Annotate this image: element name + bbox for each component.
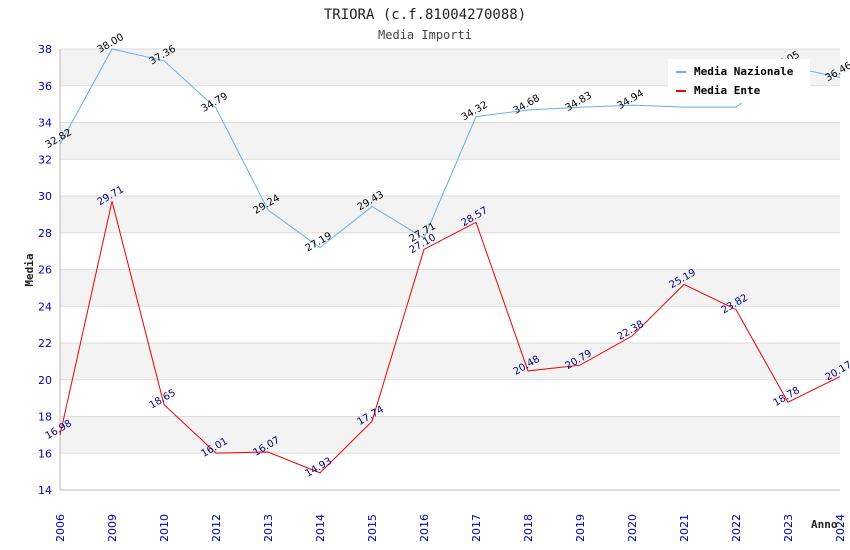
grid-band — [60, 269, 840, 307]
x-tick-label: 2023 — [782, 514, 795, 542]
legend: Media Nazionale Media Ente — [668, 59, 810, 103]
y-axis-label: Media — [23, 253, 36, 286]
chart-subtitle: Media Importi — [378, 28, 472, 42]
series-line-media-nazionale — [59, 48, 841, 249]
grid-band — [60, 379, 840, 417]
series-lines — [59, 48, 841, 474]
x-tick-label: 2018 — [522, 514, 535, 542]
y-tick-label: 34 — [38, 117, 52, 130]
x-tick-label: 2015 — [366, 514, 379, 542]
x-tick-label: 2006 — [54, 514, 67, 542]
x-tick-label: 2013 — [262, 514, 275, 542]
x-tick-label: 2021 — [678, 514, 691, 542]
y-tick-label: 28 — [38, 227, 52, 240]
x-tick-label: 2024 — [834, 514, 847, 542]
grid-band — [60, 196, 840, 233]
x-tick-label: 2020 — [626, 514, 639, 542]
x-tick-label: 2017 — [470, 514, 483, 542]
grid-band — [60, 122, 840, 160]
x-axis-ticks: 2006 2009 2010 2012 2013 2014 2015 2016 2017 2018… — [54, 514, 847, 542]
legend-label: Media Nazionale — [694, 65, 794, 78]
y-tick-label: 38 — [38, 43, 52, 56]
x-tick-label: 2014 — [314, 514, 327, 542]
y-tick-label: 26 — [38, 264, 52, 277]
series-line-media-ente — [59, 201, 841, 474]
y-tick-label: 20 — [38, 374, 52, 387]
x-tick-label: 2010 — [158, 514, 171, 542]
grid-band — [60, 416, 840, 454]
legend-box — [668, 59, 810, 103]
y-tick-label: 22 — [38, 337, 52, 350]
plot-background-bands — [59, 48, 840, 491]
grid-band — [60, 343, 840, 380]
grid-band — [60, 232, 840, 270]
grid-band — [60, 453, 840, 490]
chart-title: TRIORA (c.f.81004270088) — [324, 7, 526, 23]
y-axis-ticks: 14 16 18 20 22 24 26 28 30 32 34 36 38 — [38, 43, 52, 497]
y-tick-label: 18 — [38, 411, 52, 424]
legend-label: Media Ente — [694, 84, 761, 97]
y-tick-label: 30 — [38, 190, 52, 203]
x-tick-label: 2016 — [418, 514, 431, 542]
y-tick-label: 16 — [38, 447, 52, 460]
x-tick-label: 2022 — [730, 514, 743, 542]
x-tick-label: 2019 — [574, 514, 587, 542]
y-tick-label: 14 — [38, 484, 52, 497]
y-tick-label: 36 — [38, 80, 52, 93]
y-tick-label: 32 — [38, 153, 52, 166]
x-axis-label: Anno — [811, 518, 838, 531]
grid-band — [60, 306, 840, 343]
y-tick-label: 24 — [38, 300, 52, 313]
x-tick-label: 2012 — [210, 514, 223, 542]
x-tick-label: 2009 — [106, 514, 119, 542]
